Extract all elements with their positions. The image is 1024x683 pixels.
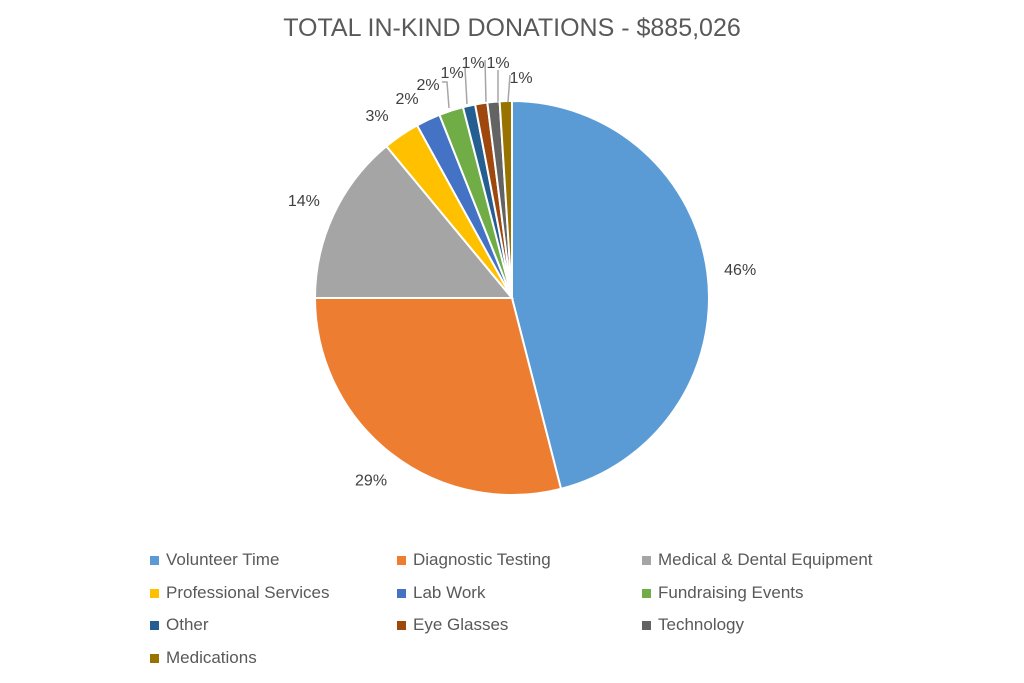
- legend-swatch: [642, 555, 651, 565]
- legend-item: Other: [150, 615, 209, 635]
- legend-item: Fundraising Events: [642, 583, 804, 603]
- legend-label: Medical & Dental Equipment: [658, 550, 873, 569]
- legend-label: Technology: [658, 615, 745, 634]
- legend-label: Professional Services: [166, 583, 330, 602]
- legend-label: Volunteer Time: [166, 550, 280, 569]
- legend-item: Technology: [642, 615, 744, 635]
- legend-swatch: [150, 620, 159, 630]
- data-label: 1%: [486, 55, 509, 72]
- legend-swatch: [397, 620, 406, 630]
- legend-item: Volunteer Time: [150, 550, 279, 570]
- data-label: 14%: [288, 193, 320, 210]
- data-label: 1%: [440, 65, 463, 82]
- leader-line: [464, 67, 468, 105]
- legend-label: Eye Glasses: [413, 615, 509, 634]
- data-label: 2%: [416, 77, 439, 94]
- legend-swatch: [642, 620, 651, 630]
- data-label: 3%: [365, 108, 388, 125]
- legend-label: Other: [166, 615, 209, 634]
- legend-item: Medical & Dental Equipment: [642, 550, 873, 570]
- data-label: 2%: [395, 91, 418, 108]
- data-label: 29%: [355, 473, 387, 490]
- data-label: 1%: [509, 70, 532, 87]
- pie-slice-volunteer-time: [511, 99, 710, 491]
- leader-line: [507, 74, 511, 103]
- legend-swatch: [150, 555, 159, 565]
- legend-swatch: [642, 588, 651, 598]
- pie-slice-medications: [498, 99, 513, 299]
- legend-swatch: [397, 588, 406, 598]
- pie-slice-diagnostic-testing: [313, 297, 563, 496]
- legend-swatch: [150, 588, 159, 598]
- pie-slice-medical-dental-equipment: [313, 144, 515, 299]
- data-label: 1%: [461, 55, 484, 72]
- legend-item: Lab Work: [397, 583, 485, 603]
- legend-item: Professional Services: [150, 583, 329, 603]
- leader-line: [484, 59, 487, 103]
- legend-label: Diagnostic Testing: [413, 550, 551, 569]
- data-label: 46%: [724, 262, 756, 279]
- legend-label: Medications: [166, 648, 257, 667]
- legend-label: Fundraising Events: [658, 583, 804, 602]
- legend-label: Lab Work: [413, 583, 486, 602]
- legend-swatch: [150, 653, 159, 663]
- legend-item: Diagnostic Testing: [397, 550, 551, 570]
- chart-title: TOTAL IN-KIND DONATIONS - $885,026: [283, 14, 741, 42]
- leader-line: [442, 81, 450, 109]
- legend-swatch: [397, 555, 406, 565]
- legend-item: Eye Glasses: [397, 615, 508, 635]
- legend-item: Medications: [150, 648, 257, 668]
